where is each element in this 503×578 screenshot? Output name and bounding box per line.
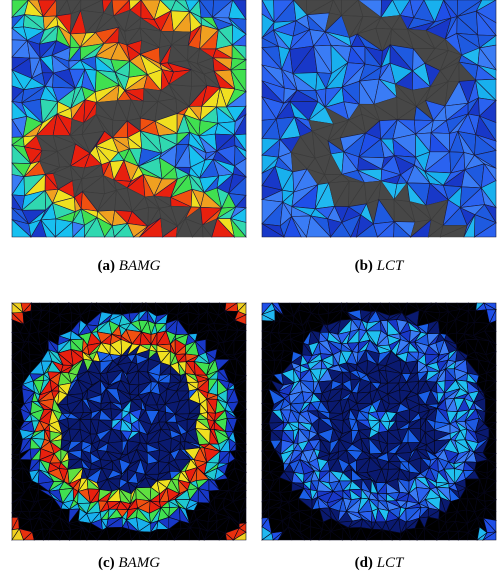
mesh-panel xyxy=(262,0,496,237)
caption-label: (d) xyxy=(355,555,373,571)
page: (a) BAMG (b) LCT (c) BAMG (d) LCT (() =>… xyxy=(0,0,503,578)
figure: (a) BAMG (b) LCT (c) BAMG (d) LCT xyxy=(0,0,503,578)
caption-text: BAMG xyxy=(118,555,160,571)
mesh-panel xyxy=(12,0,246,237)
mesh-panel xyxy=(262,303,496,540)
caption-label: (b) xyxy=(355,258,373,274)
caption: (a) BAMG xyxy=(98,258,161,274)
caption-text: LCT xyxy=(376,258,405,274)
caption: (b) LCT xyxy=(355,258,405,274)
caption-label: (a) xyxy=(98,258,116,274)
caption: (c) BAMG xyxy=(98,555,160,571)
caption: (d) LCT xyxy=(355,555,405,571)
caption-text: BAMG xyxy=(119,258,161,274)
mesh-panel xyxy=(12,303,246,540)
caption-text: LCT xyxy=(376,555,405,571)
caption-label: (c) xyxy=(98,555,115,571)
